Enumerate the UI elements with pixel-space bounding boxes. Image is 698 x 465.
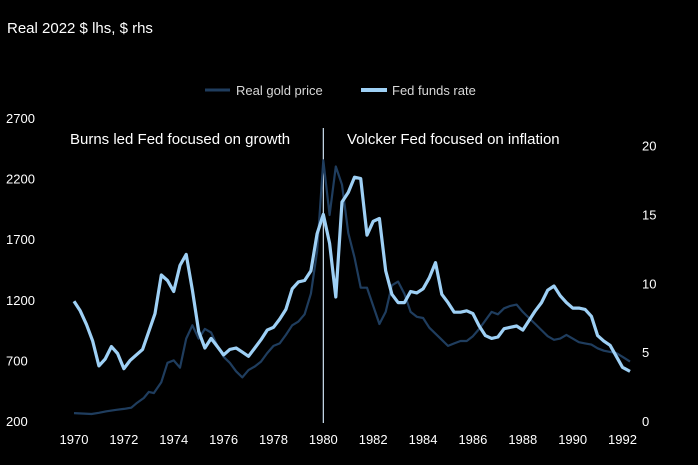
x-tick-label: 1976: [209, 432, 238, 447]
y-right-tick-label: 10: [642, 276, 656, 291]
y-left-tick-label: 2700: [6, 111, 35, 126]
y-right-tick-label: 5: [642, 345, 649, 360]
y-right-tick-label: 0: [642, 414, 649, 429]
annotation-burns: Burns led Fed focused on growth: [70, 131, 290, 148]
y-right-tick-label: 15: [642, 207, 656, 222]
annotation-volcker: Volcker Fed focused on inflation: [347, 131, 560, 148]
y-left-tick-label: 1200: [6, 293, 35, 308]
legend: Real gold price Fed funds rate: [205, 83, 476, 98]
series-line-fed-funds-rate: [72, 175, 631, 373]
series-line-real-gold-price: [73, 159, 631, 416]
x-tick-label: 1978: [259, 432, 288, 447]
legend-label-fed: Fed funds rate: [392, 83, 476, 98]
y-axis-left: 200 700 1200 1700 2200 2700: [6, 111, 35, 429]
x-tick-label: 1984: [409, 432, 438, 447]
x-axis: 1970 1972 1974 1976 1978 1980 1982 1984 1986 1988…: [60, 432, 637, 447]
x-tick-label: 1986: [458, 432, 487, 447]
y-left-tick-label: 2200: [6, 172, 35, 187]
y-right-tick-label: 20: [642, 139, 656, 154]
y-left-tick-label: 700: [6, 353, 28, 368]
chart-subtitle: Real 2022 $ lhs, $ rhs: [7, 20, 153, 37]
x-tick-label: 1980: [309, 432, 338, 447]
x-tick-label: 1988: [508, 432, 537, 447]
x-tick-label: 1990: [558, 432, 587, 447]
x-tick-label: 1970: [60, 432, 89, 447]
y-axis-right: 0 5 10 15 20: [642, 139, 656, 429]
legend-label-gold: Real gold price: [236, 83, 323, 98]
x-tick-label: 1972: [109, 432, 138, 447]
x-tick-label: 1982: [359, 432, 388, 447]
y-left-tick-label: 1700: [6, 232, 35, 247]
x-tick-label: 1974: [159, 432, 188, 447]
x-tick-label: 1992: [608, 432, 637, 447]
y-left-tick-label: 200: [6, 414, 28, 429]
